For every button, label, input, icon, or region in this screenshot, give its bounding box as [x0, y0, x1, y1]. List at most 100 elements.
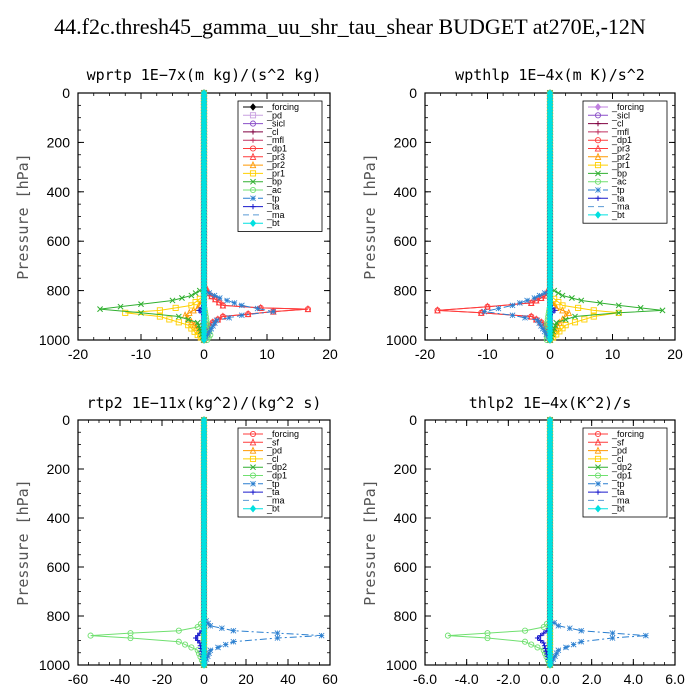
legend-label: _pd: [611, 446, 627, 456]
legend-label: _bt: [611, 504, 625, 514]
legend-label: _dp2: [611, 462, 632, 472]
legend-marker: [594, 430, 602, 438]
legend-marker: [594, 162, 602, 169]
y-tick-label: 0: [409, 85, 417, 101]
data-point: [552, 307, 558, 313]
legend-marker: [594, 137, 602, 144]
y-tick-label: 1000: [386, 332, 417, 348]
data-point: [138, 301, 144, 308]
legend-label: _tp: [611, 185, 625, 195]
data-point: [536, 292, 543, 299]
data-point: [495, 305, 502, 312]
data-point: [556, 328, 563, 335]
data-point: [212, 295, 219, 303]
figure-title: 44.f2c.thresh45_gamma_uu_shr_tau_shear B…: [54, 14, 646, 39]
x-tick-label: -10: [477, 346, 497, 362]
legend-marker: [594, 455, 602, 462]
data-point: [230, 627, 237, 634]
data-point: [213, 317, 220, 324]
legend-label: _pr3: [611, 144, 630, 154]
legend-label: _dp1: [611, 135, 632, 145]
data-point: [434, 306, 441, 314]
data-point: [197, 640, 203, 646]
y-tick-label: 800: [47, 608, 71, 624]
y-tick-label: 800: [394, 608, 418, 624]
data-point: [534, 644, 541, 651]
legend-label: _pr1: [611, 160, 630, 170]
data-point: [546, 661, 554, 669]
x-tick-label: 20: [238, 671, 254, 687]
series-bt: [546, 416, 554, 669]
data-point: [191, 328, 198, 335]
y-axis-label: Pressure [hPa]: [14, 153, 32, 279]
series-bp: [97, 90, 207, 343]
legend-label: _tp: [266, 193, 280, 203]
data-point: [257, 303, 264, 311]
data-point: [218, 625, 225, 632]
x-tick-label: -10: [131, 346, 151, 362]
legend-marker: [594, 112, 602, 119]
data-point: [555, 622, 562, 629]
data-point: [219, 301, 227, 309]
legend-label: _dp1: [266, 471, 287, 481]
chart-panel-4: thlp2 1E−4x(K^2)/s Pressure [hPa] 0 200 400 6…: [361, 394, 685, 687]
x-tick-label: -6.0: [413, 671, 437, 687]
data-point: [226, 314, 233, 321]
data-point: [206, 650, 212, 657]
y-tick-label: 800: [47, 283, 71, 299]
legend-label: _ma: [611, 202, 630, 212]
legend-marker: [595, 480, 601, 487]
data-point: [231, 300, 238, 306]
data-point: [538, 323, 544, 329]
legend-label: _forcing: [266, 102, 299, 112]
legend-marker: [249, 446, 257, 454]
legend-marker: [249, 112, 257, 119]
legend-label: _forcing: [611, 102, 644, 112]
legend-label: _dp1: [266, 144, 287, 154]
x-tick-label: -60: [68, 671, 88, 687]
legend-label: _ac: [266, 185, 282, 195]
legend-label: _ta: [266, 487, 280, 497]
data-point: [541, 630, 547, 636]
legend-marker: [249, 120, 257, 127]
data-point: [521, 627, 529, 634]
data-point: [516, 300, 523, 306]
legend-marker: [249, 103, 257, 111]
legend-label: _bt: [266, 218, 280, 228]
data-point: [97, 306, 104, 313]
x-tick-label: -4.0: [455, 671, 479, 687]
data-point: [188, 302, 195, 309]
data-point: [185, 322, 192, 329]
x-tick-label: 10: [259, 346, 275, 362]
legend-label: _sf: [266, 437, 280, 447]
data-point: [211, 292, 218, 299]
data-point: [509, 302, 516, 309]
legend-label: _pd: [266, 110, 282, 120]
legend-label: _cl: [611, 119, 624, 129]
data-point: [609, 635, 616, 641]
chart-panel-3: rtp2 1E−11x(kg^2)/(kg^2 s) Pressure [hPa]…: [14, 394, 338, 687]
legend-marker: [250, 129, 256, 135]
data-point: [122, 309, 129, 316]
y-tick-label: 1000: [39, 332, 70, 348]
data-point: [175, 313, 182, 320]
data-point: [207, 622, 214, 629]
x-tick-label: 6.0: [665, 671, 685, 687]
y-tick-label: 400: [394, 510, 418, 526]
legend-marker: [249, 438, 257, 446]
data-point: [192, 290, 199, 297]
y-axis-label: Pressure [hPa]: [14, 479, 32, 605]
legend-marker: [250, 137, 256, 143]
series-line: [549, 420, 646, 666]
data-point: [565, 308, 573, 316]
legend-label: _pd: [266, 446, 282, 456]
data-point: [238, 312, 245, 319]
data-point: [555, 647, 562, 654]
legend-marker: [249, 504, 257, 513]
data-point: [230, 638, 237, 645]
data-point: [318, 632, 325, 639]
data-point: [609, 630, 616, 637]
legend-label: _mfl: [266, 135, 284, 145]
y-tick-label: 0: [62, 412, 70, 428]
data-point: [206, 290, 213, 296]
